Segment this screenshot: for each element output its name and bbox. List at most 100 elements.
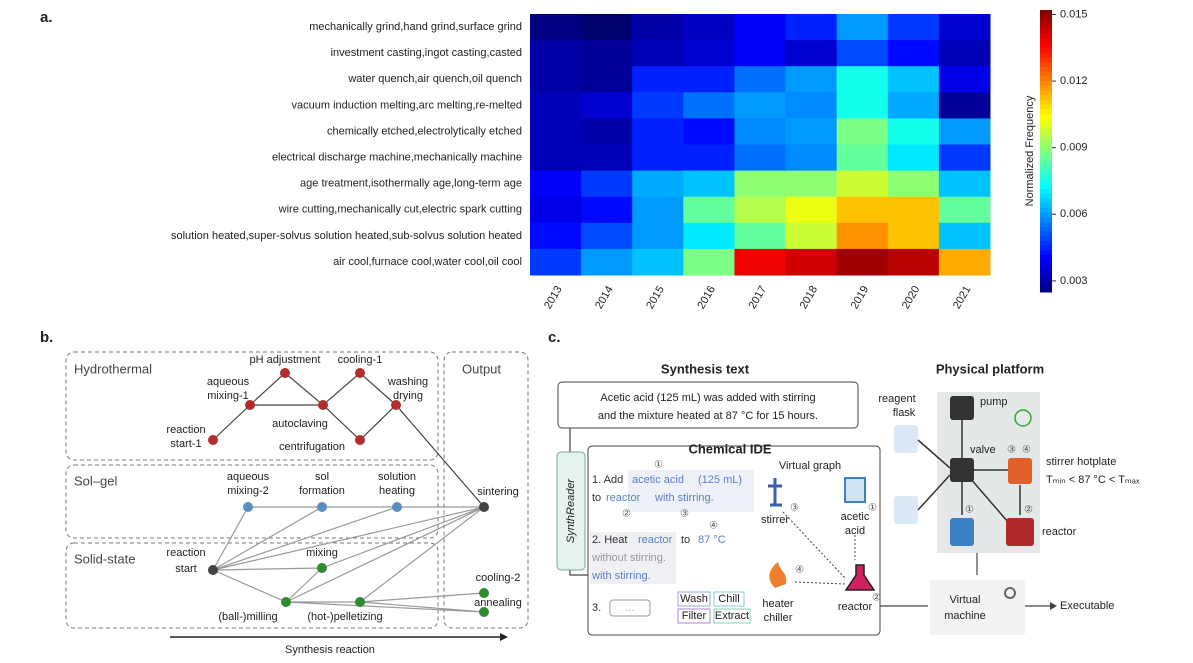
cell — [887, 248, 940, 276]
code-box — [609, 599, 651, 617]
cell — [734, 66, 787, 93]
cell — [632, 14, 684, 41]
cell — [887, 196, 940, 224]
panel-c: c. Synthesis text Physical platform Acet… — [548, 329, 1140, 636]
node — [355, 597, 365, 607]
node-label: drying — [393, 390, 423, 402]
cell — [683, 170, 735, 198]
arrow-head — [1050, 602, 1057, 610]
node — [318, 400, 328, 410]
colorbar-segment — [1040, 28, 1052, 34]
heading: Physical platform — [936, 361, 1044, 376]
cell — [938, 222, 991, 250]
highlight — [590, 532, 676, 584]
colorbar-segment — [1040, 277, 1052, 284]
node — [208, 565, 218, 575]
cell — [581, 92, 633, 119]
colorbar-segment — [1040, 85, 1052, 91]
cell — [530, 14, 582, 41]
cell — [836, 170, 889, 198]
reader-label: SynthReader — [565, 478, 577, 544]
platform-label: reagent — [878, 393, 915, 405]
group-box — [65, 351, 439, 461]
node — [479, 502, 489, 512]
colorbar-segment — [1040, 14, 1052, 20]
marker: ① — [965, 505, 974, 516]
cell — [734, 14, 787, 41]
cell — [632, 222, 684, 250]
cell — [887, 92, 940, 119]
colorbar-segment — [1040, 174, 1052, 180]
node — [391, 400, 401, 410]
platform-label: flask — [893, 407, 916, 419]
colorbar-segment — [1040, 113, 1052, 119]
row-label: age treatment,isothermally age,long-term… — [300, 178, 522, 190]
colorbar-segment — [1040, 80, 1052, 86]
output-label: Executable — [1060, 600, 1114, 612]
cell — [887, 14, 940, 41]
node-label: (ball-)milling — [218, 611, 277, 623]
row-label: investment casting,ingot casting,casted — [331, 47, 522, 59]
colorbar-segment — [1040, 52, 1052, 58]
marker: ① — [868, 503, 877, 514]
code: without stirring. — [591, 552, 666, 564]
colorbar-segment — [1040, 57, 1052, 63]
cell — [785, 40, 838, 67]
cell — [530, 40, 582, 67]
op — [713, 591, 745, 607]
beaker-icon — [844, 477, 866, 503]
beaker-icon — [950, 518, 974, 546]
colorbar-segment — [1040, 268, 1052, 274]
code: to — [592, 492, 601, 504]
cell — [683, 40, 735, 67]
cell — [683, 118, 735, 145]
colorbar-segment — [1040, 99, 1052, 105]
node-label: centrifugation — [279, 441, 345, 453]
node-label: reaction — [166, 424, 205, 436]
vm-box — [930, 580, 1025, 635]
op-label: Filter — [682, 610, 707, 622]
cell — [530, 170, 582, 198]
cell — [836, 196, 889, 224]
colorbar-segment — [1040, 19, 1052, 25]
colorbar-segment — [1040, 216, 1052, 222]
node — [317, 563, 327, 573]
cell — [581, 66, 633, 93]
node-label: sintering — [477, 486, 519, 498]
colorbar-segment — [1040, 183, 1052, 190]
cell — [938, 14, 991, 41]
node — [355, 435, 365, 445]
colorbar-segment — [1040, 245, 1052, 251]
cell — [530, 92, 582, 119]
cell — [683, 92, 735, 119]
synthesis-text: Acetic acid (125 mL) was added with stir… — [600, 392, 815, 404]
column-label: 2020 — [900, 284, 923, 311]
colorbar-segment — [1040, 10, 1052, 16]
op-label: Extract — [715, 610, 749, 622]
cell — [785, 118, 838, 145]
cell — [581, 14, 633, 41]
cell — [836, 118, 889, 145]
code: ... — [625, 602, 634, 614]
flask-icon — [894, 496, 918, 524]
edges — [212, 372, 485, 613]
cell — [734, 222, 787, 250]
colorbar-segment — [1040, 221, 1052, 227]
cell — [683, 66, 735, 93]
node-label: aqueous — [207, 376, 250, 388]
cell — [632, 144, 684, 172]
cell — [632, 40, 684, 67]
colorbar-segment — [1040, 160, 1052, 166]
row-label: electrical discharge machine,mechanicall… — [272, 151, 522, 163]
colorbar-segment — [1040, 42, 1052, 49]
row-label: chemically etched,electrolytically etche… — [327, 125, 522, 137]
cell — [632, 66, 684, 93]
marker: ③ — [790, 503, 799, 514]
marker: ④ — [795, 565, 804, 576]
colorbar-segment — [1040, 193, 1052, 199]
graph-label: acetic — [841, 511, 870, 523]
group-box — [443, 351, 529, 629]
column-label: 2021 — [951, 284, 974, 311]
cell — [530, 196, 582, 224]
code: 1. Add — [592, 474, 623, 486]
